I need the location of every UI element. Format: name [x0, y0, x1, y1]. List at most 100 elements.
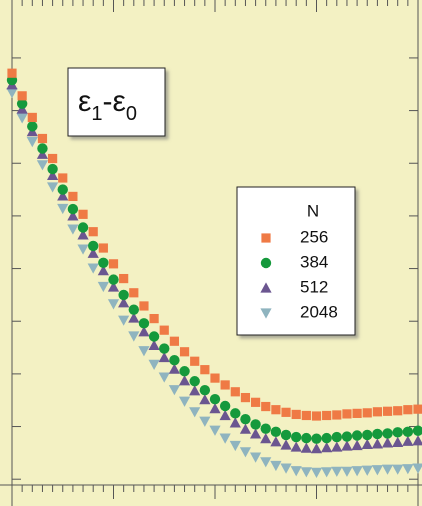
marker	[392, 464, 404, 475]
legend-title: N	[307, 201, 319, 220]
marker	[17, 91, 27, 101]
marker	[169, 354, 180, 366]
marker	[261, 401, 271, 412]
marker	[219, 433, 231, 444]
marker	[58, 173, 68, 183]
marker	[220, 380, 230, 390]
marker	[300, 442, 312, 453]
marker	[16, 113, 28, 124]
marker	[67, 203, 79, 215]
marker	[7, 68, 17, 78]
marker	[148, 331, 160, 342]
marker	[47, 169, 59, 180]
marker	[77, 229, 89, 240]
marker	[179, 347, 190, 357]
marker	[251, 397, 261, 407]
marker	[149, 313, 159, 324]
marker	[37, 133, 48, 144]
marker	[290, 441, 302, 452]
marker	[321, 442, 333, 453]
marker	[16, 98, 28, 109]
marker	[47, 163, 58, 175]
marker	[97, 281, 109, 293]
marker	[371, 465, 383, 476]
marker	[190, 356, 200, 366]
annotation-box	[67, 67, 166, 137]
marker	[168, 363, 180, 374]
marker	[310, 443, 323, 454]
marker	[310, 467, 323, 478]
marker	[108, 274, 119, 285]
marker	[260, 457, 272, 468]
marker	[341, 431, 353, 442]
marker	[362, 429, 373, 441]
marker	[361, 465, 373, 476]
marker	[332, 410, 342, 420]
marker	[26, 137, 38, 148]
marker	[341, 466, 353, 477]
marker	[129, 288, 139, 298]
marker	[239, 423, 252, 434]
marker	[393, 406, 403, 416]
marker	[36, 160, 49, 171]
marker	[291, 431, 302, 443]
annotation-part: 1	[91, 103, 102, 125]
marker	[250, 428, 262, 439]
legend-label: 512	[300, 277, 328, 296]
marker	[118, 315, 130, 326]
marker	[403, 405, 413, 415]
marker	[118, 297, 130, 308]
marker	[230, 387, 240, 397]
marker	[148, 339, 160, 351]
marker	[87, 263, 99, 274]
legend-label: 384	[300, 252, 328, 271]
marker	[382, 406, 393, 416]
marker	[402, 435, 414, 446]
marker	[392, 436, 404, 447]
marker	[361, 438, 373, 450]
annotation-part: ε	[78, 85, 91, 118]
marker	[189, 376, 200, 387]
legend-marker	[260, 308, 272, 319]
marker	[138, 326, 150, 337]
marker	[351, 439, 363, 451]
marker	[169, 336, 179, 346]
marker	[341, 440, 353, 451]
marker	[128, 312, 140, 323]
marker	[37, 143, 48, 154]
marker	[331, 466, 343, 477]
marker	[372, 428, 383, 440]
marker	[139, 301, 149, 311]
marker	[128, 304, 139, 315]
marker	[381, 464, 394, 475]
legend-label: 256	[300, 227, 328, 246]
marker	[199, 394, 211, 405]
marker	[189, 407, 201, 418]
marker	[412, 435, 422, 446]
marker	[392, 427, 403, 438]
marker	[382, 428, 393, 439]
marker	[270, 460, 282, 472]
marker	[280, 439, 292, 450]
marker	[128, 331, 140, 342]
marker	[209, 403, 221, 414]
marker	[159, 343, 170, 354]
marker	[178, 375, 191, 386]
marker	[6, 88, 18, 99]
marker	[27, 121, 38, 132]
marker	[381, 437, 394, 448]
marker	[229, 440, 241, 452]
marker	[280, 429, 292, 441]
marker	[178, 396, 191, 407]
marker	[48, 153, 58, 164]
marker	[209, 425, 221, 436]
marker	[68, 191, 78, 202]
marker	[240, 413, 251, 425]
marker	[281, 407, 291, 417]
marker	[168, 385, 180, 396]
marker	[78, 209, 88, 219]
marker	[77, 244, 89, 255]
